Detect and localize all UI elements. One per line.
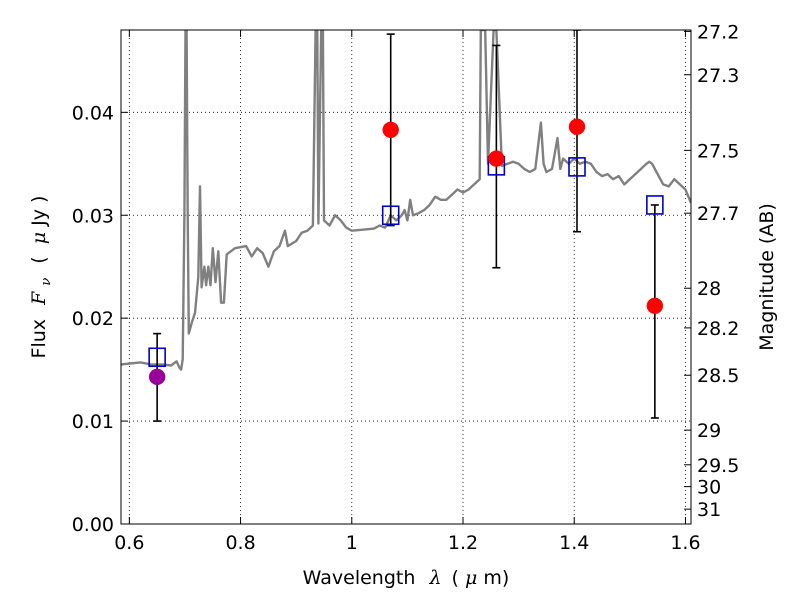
x-axis-label: Wavelength λ ( μ m) (303, 567, 510, 589)
y-axis-label-unit-mu: μ (28, 232, 50, 244)
x-axis-label-text: Wavelength (303, 567, 416, 589)
model-photometry-square (381, 205, 400, 226)
y2-tick-label: 29.5 (697, 455, 739, 477)
y-axis-label-unit-rest: Jy ) (28, 196, 50, 227)
x-axis-label-unit-rest: m) (483, 567, 509, 589)
y2-tick-label: 27.5 (697, 140, 739, 162)
x-tick-label: 1.4 (559, 532, 589, 554)
y2-axis-label: Magnitude (AB) (756, 203, 778, 351)
y2-tick-label: 29 (697, 420, 721, 442)
x-tick-label: 0.6 (114, 532, 144, 554)
y-tick-label: 0.00 (72, 514, 114, 536)
y-axis-label-text: Flux (28, 319, 50, 359)
observed-photometry-point (488, 150, 505, 167)
observed-photometry-point (382, 121, 399, 139)
y-axis-label-unit-open: ( (28, 256, 50, 263)
y2-tick-label: 28.5 (697, 365, 739, 387)
x-tick-label: 0.8 (225, 532, 255, 554)
y2-tick-label: 27.7 (697, 203, 739, 225)
model-photometry-square (148, 347, 166, 368)
x-tick-label: 1.2 (448, 532, 478, 554)
y-axis-label: Flux F ν ( μ Jy ) (28, 196, 55, 359)
x-axis-label-unit-open: ( (452, 567, 459, 589)
observed-photometry-point (148, 368, 166, 386)
y2-tick-label: 31 (697, 499, 721, 521)
plot-frame (120, 29, 692, 525)
observed-photometry-point (568, 118, 586, 135)
plot-area (121, 30, 691, 422)
y2-tick-label: 30 (697, 477, 721, 499)
x-axis-label-unit-mu: μ (465, 567, 477, 589)
y-axis-label-subscript: ν (39, 278, 54, 286)
y-tick-label: 0.02 (72, 308, 114, 330)
x-axis-label-symbol: λ (428, 567, 441, 589)
x-tick-label: 1 (346, 532, 358, 554)
y-tick-label: 0.04 (72, 102, 114, 124)
y-axis-label-symbol: F (28, 291, 50, 306)
model-photometry-square (568, 157, 586, 177)
y2-tick-label: 27.3 (697, 65, 739, 87)
y-tick-label: 0.03 (72, 205, 114, 227)
axis-ticks: 0.6 0.8 1 1.2 1.4 1.6 0.00 0.01 0.02 0.03 0.04 27.2… (72, 21, 740, 554)
y2-tick-label: 28 (697, 278, 721, 300)
y2-tick-label: 28.2 (697, 318, 739, 340)
x-tick-label: 1.6 (670, 532, 700, 554)
y2-tick-label: 27.2 (697, 21, 739, 43)
observed-photometry-point (646, 297, 664, 315)
y-tick-label: 0.01 (72, 411, 114, 433)
model-photometry-square (646, 195, 664, 215)
